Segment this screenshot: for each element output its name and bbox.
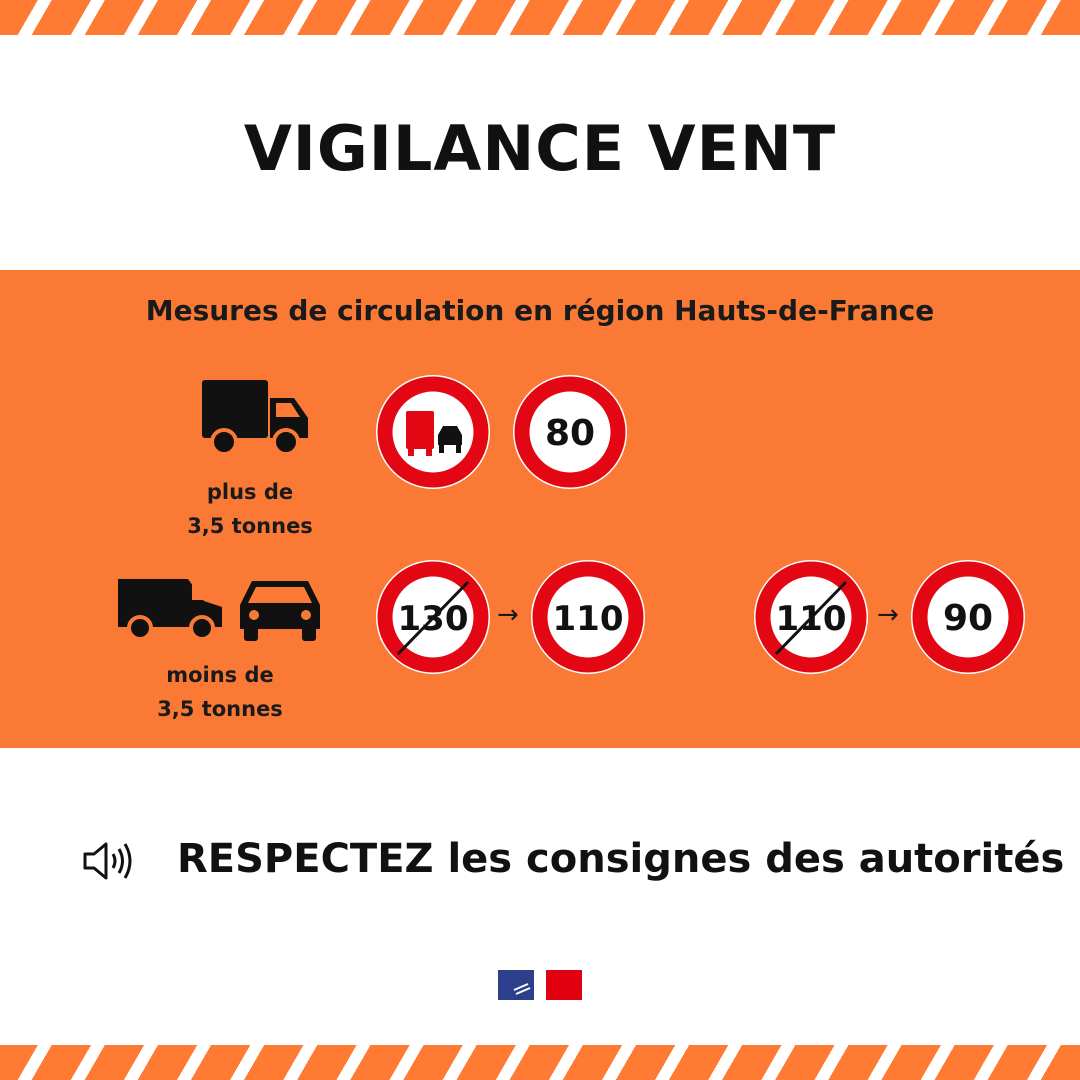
arrow-1: →: [497, 600, 519, 630]
light-label-line1: moins de: [166, 663, 274, 687]
page-title: VIGILANCE VENT: [243, 112, 837, 185]
car-icon: [240, 581, 320, 641]
heavy-vehicle-label: plus de 3,5 tonnes: [180, 475, 320, 543]
arrow-2: →: [877, 600, 899, 630]
speed-limit-80-sign: 80: [513, 375, 627, 489]
speaker-icon: [83, 842, 132, 880]
no-overtaking-trucks-sign: [376, 375, 490, 489]
speed-limit-110-sign: 110: [531, 560, 645, 674]
panel-heading: Mesures de circulation en région Hauts-d…: [145, 294, 935, 327]
heavy-label-line1: plus de: [206, 480, 294, 504]
light-label-line2: 3,5 tonnes: [157, 697, 283, 721]
top-hazard-stripes: [0, 0, 1080, 35]
speed-110-text: 110: [553, 599, 624, 639]
light-vehicle-label: moins de 3,5 tonnes: [150, 658, 290, 726]
truck-icon: [202, 380, 308, 456]
footer-text: RESPECTEZ les consignes des autorités: [177, 836, 1065, 882]
end-speed-limit-130-sign: 130: [376, 560, 490, 674]
traffic-measures-panel: Mesures de circulation en région Hauts-d…: [0, 270, 1080, 748]
end-speed-limit-110-sign: 110: [754, 560, 868, 674]
speed-90-text: 90: [943, 598, 993, 639]
bottom-hazard-stripes: [0, 1045, 1080, 1080]
footer-message: RESPECTEZ les consignes des autorités: [0, 836, 1080, 886]
van-icon: [118, 579, 222, 641]
speed-limit-90-sign: 90: [911, 560, 1025, 674]
speed-80-text: 80: [545, 413, 595, 454]
republique-francaise-logo: [498, 970, 582, 1000]
heavy-label-line2: 3,5 tonnes: [187, 514, 313, 538]
